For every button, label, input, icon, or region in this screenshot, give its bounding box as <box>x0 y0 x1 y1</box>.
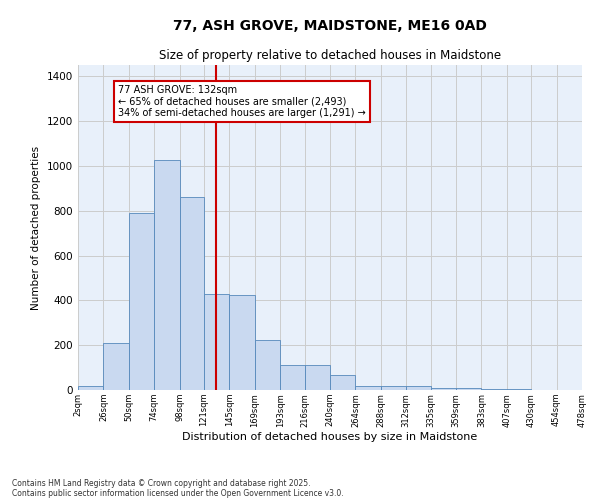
Title: Size of property relative to detached houses in Maidstone: Size of property relative to detached ho… <box>159 50 501 62</box>
Bar <box>179 197 204 390</box>
Text: Contains public sector information licensed under the Open Government Licence v3: Contains public sector information licen… <box>12 488 344 498</box>
Bar <box>330 376 355 390</box>
Bar <box>229 294 255 390</box>
Bar <box>406 386 431 390</box>
Bar <box>78 386 103 390</box>
Bar <box>154 160 179 390</box>
X-axis label: Distribution of detached houses by size in Maidstone: Distribution of detached houses by size … <box>182 432 478 442</box>
Bar <box>255 340 280 390</box>
Bar <box>129 213 154 390</box>
Bar <box>204 294 229 390</box>
Y-axis label: Number of detached properties: Number of detached properties <box>31 146 41 310</box>
Bar <box>103 343 129 390</box>
Bar <box>280 366 305 390</box>
Text: 77 ASH GROVE: 132sqm
← 65% of detached houses are smaller (2,493)
34% of semi-de: 77 ASH GROVE: 132sqm ← 65% of detached h… <box>118 85 366 118</box>
Bar <box>305 366 330 390</box>
Bar <box>507 389 531 390</box>
Text: Contains HM Land Registry data © Crown copyright and database right 2025.: Contains HM Land Registry data © Crown c… <box>12 478 311 488</box>
Bar <box>381 386 406 390</box>
Bar <box>481 389 507 390</box>
Bar <box>431 388 456 390</box>
Text: 77, ASH GROVE, MAIDSTONE, ME16 0AD: 77, ASH GROVE, MAIDSTONE, ME16 0AD <box>173 18 487 32</box>
Bar <box>355 386 381 390</box>
Bar <box>456 388 481 390</box>
